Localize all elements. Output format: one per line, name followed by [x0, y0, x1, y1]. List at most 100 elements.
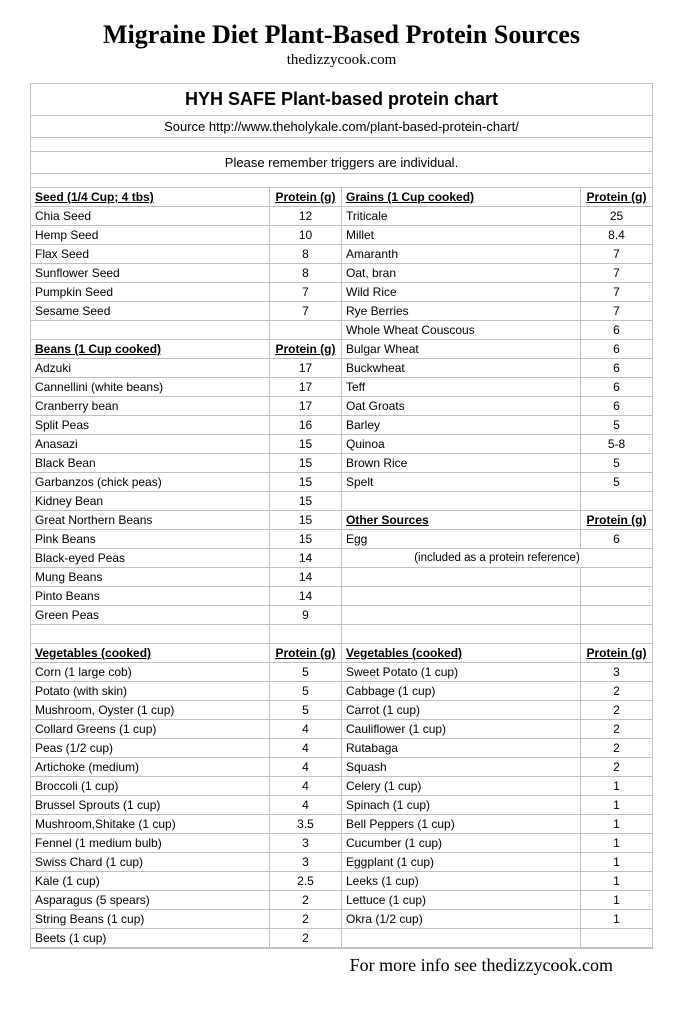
food-name: Garbanzos (chick peas) [31, 473, 269, 491]
table-row: Leeks (1 cup)1 [342, 872, 652, 891]
section-header: Other Sources [342, 511, 580, 529]
food-name: Hemp Seed [31, 226, 269, 244]
table-row: Cannellini (white beans)17 [31, 378, 341, 397]
protein-value: 1 [580, 872, 652, 890]
protein-value: 5 [580, 454, 652, 472]
protein-value: 1 [580, 815, 652, 833]
table-row: Teff6 [342, 378, 652, 397]
protein-header: Protein (g) [269, 340, 341, 358]
food-name: Beets (1 cup) [31, 929, 269, 947]
table-row: Green Peas9 [31, 606, 341, 625]
page-title: Migraine Diet Plant-Based Protein Source… [30, 20, 653, 50]
protein-value: 7 [580, 283, 652, 301]
table-row: Okra (1/2 cup)1 [342, 910, 652, 929]
protein-value: 1 [580, 834, 652, 852]
protein-value: 5 [269, 682, 341, 700]
table-row: Pink Beans15 [31, 530, 341, 549]
protein-header: Protein (g) [269, 188, 341, 206]
table-row: Artichoke (medium)4 [31, 758, 341, 777]
food-name: Bulgar Wheat [342, 340, 580, 358]
left-column: Seed (1/4 Cup; 4 tbs)Protein (g)Chia See… [31, 188, 342, 948]
table-row [342, 625, 652, 644]
food-name: Corn (1 large cob) [31, 663, 269, 681]
food-name: Barley [342, 416, 580, 434]
protein-value: 6 [580, 378, 652, 396]
food-name: Sesame Seed [31, 302, 269, 320]
table-row: Buckwheat6 [342, 359, 652, 378]
table-row: Millet8.4 [342, 226, 652, 245]
food-name: Teff [342, 378, 580, 396]
protein-value: 1 [580, 853, 652, 871]
table-row: Swiss Chard (1 cup)3 [31, 853, 341, 872]
protein-value: 6 [580, 359, 652, 377]
protein-value: 16 [269, 416, 341, 434]
table-row: Great Northern Beans15 [31, 511, 341, 530]
table-row [342, 587, 652, 606]
protein-value: 3 [580, 663, 652, 681]
protein-value: 15 [269, 454, 341, 472]
table-row: Adzuki17 [31, 359, 341, 378]
table-row: Spelt5 [342, 473, 652, 492]
section-header: Vegetables (cooked) [342, 644, 580, 662]
table-row: Oat, bran7 [342, 264, 652, 283]
table-row [342, 929, 652, 948]
table-row [342, 606, 652, 625]
food-name: Pumpkin Seed [31, 283, 269, 301]
protein-chart: HYH SAFE Plant-based protein chart Sourc… [30, 83, 653, 949]
table-row: Cauliflower (1 cup)2 [342, 720, 652, 739]
table-row: Amaranth7 [342, 245, 652, 264]
food-name: Artichoke (medium) [31, 758, 269, 776]
chart-title: HYH SAFE Plant-based protein chart [31, 84, 652, 116]
table-row: Bulgar Wheat6 [342, 340, 652, 359]
table-row: (included as a protein reference) [342, 549, 652, 568]
table-row: Sesame Seed7 [31, 302, 341, 321]
table-row: Barley5 [342, 416, 652, 435]
protein-value: 7 [580, 264, 652, 282]
table-row: Cabbage (1 cup)2 [342, 682, 652, 701]
food-name: Oat Groats [342, 397, 580, 415]
protein-value: 6 [580, 530, 652, 548]
table-row: Quinoa5-8 [342, 435, 652, 454]
spacer [31, 174, 652, 188]
protein-value: 5 [580, 416, 652, 434]
protein-value: 25 [580, 207, 652, 225]
table-row: Pinto Beans14 [31, 587, 341, 606]
protein-value: 8.4 [580, 226, 652, 244]
table-row: Eggplant (1 cup)1 [342, 853, 652, 872]
food-name: Kale (1 cup) [31, 872, 269, 890]
food-name: Oat, bran [342, 264, 580, 282]
table-row: Lettuce (1 cup)1 [342, 891, 652, 910]
table-row: Chia Seed12 [31, 207, 341, 226]
food-name: Sunflower Seed [31, 264, 269, 282]
food-name: Collard Greens (1 cup) [31, 720, 269, 738]
protein-value: 2.5 [269, 872, 341, 890]
food-name: Pinto Beans [31, 587, 269, 605]
protein-value: 3 [269, 834, 341, 852]
protein-value: 14 [269, 549, 341, 567]
table-row: Grains (1 Cup cooked)Protein (g) [342, 188, 652, 207]
table-row: Mung Beans14 [31, 568, 341, 587]
table-row: Seed (1/4 Cup; 4 tbs)Protein (g) [31, 188, 341, 207]
table-row: Brussel Sprouts (1 cup)4 [31, 796, 341, 815]
protein-value: 2 [580, 720, 652, 738]
table-row: Spinach (1 cup)1 [342, 796, 652, 815]
food-name: Mung Beans [31, 568, 269, 586]
table-row: Beans (1 Cup cooked)Protein (g) [31, 340, 341, 359]
table-row: Rye Berries7 [342, 302, 652, 321]
protein-value: 6 [580, 340, 652, 358]
table-row: Anasazi15 [31, 435, 341, 454]
protein-value: 5-8 [580, 435, 652, 453]
protein-value: 17 [269, 397, 341, 415]
food-name: Peas (1/2 cup) [31, 739, 269, 757]
food-name: Leeks (1 cup) [342, 872, 580, 890]
protein-value: 2 [580, 739, 652, 757]
protein-value: 8 [269, 264, 341, 282]
table-row: Mushroom, Oyster (1 cup)5 [31, 701, 341, 720]
food-name: Fennel (1 medium bulb) [31, 834, 269, 852]
table-row: Egg6 [342, 530, 652, 549]
table-row: Peas (1/2 cup)4 [31, 739, 341, 758]
food-name: Rutabaga [342, 739, 580, 757]
table-row: Oat Groats6 [342, 397, 652, 416]
table-row [31, 321, 341, 340]
table-row: Black Bean15 [31, 454, 341, 473]
